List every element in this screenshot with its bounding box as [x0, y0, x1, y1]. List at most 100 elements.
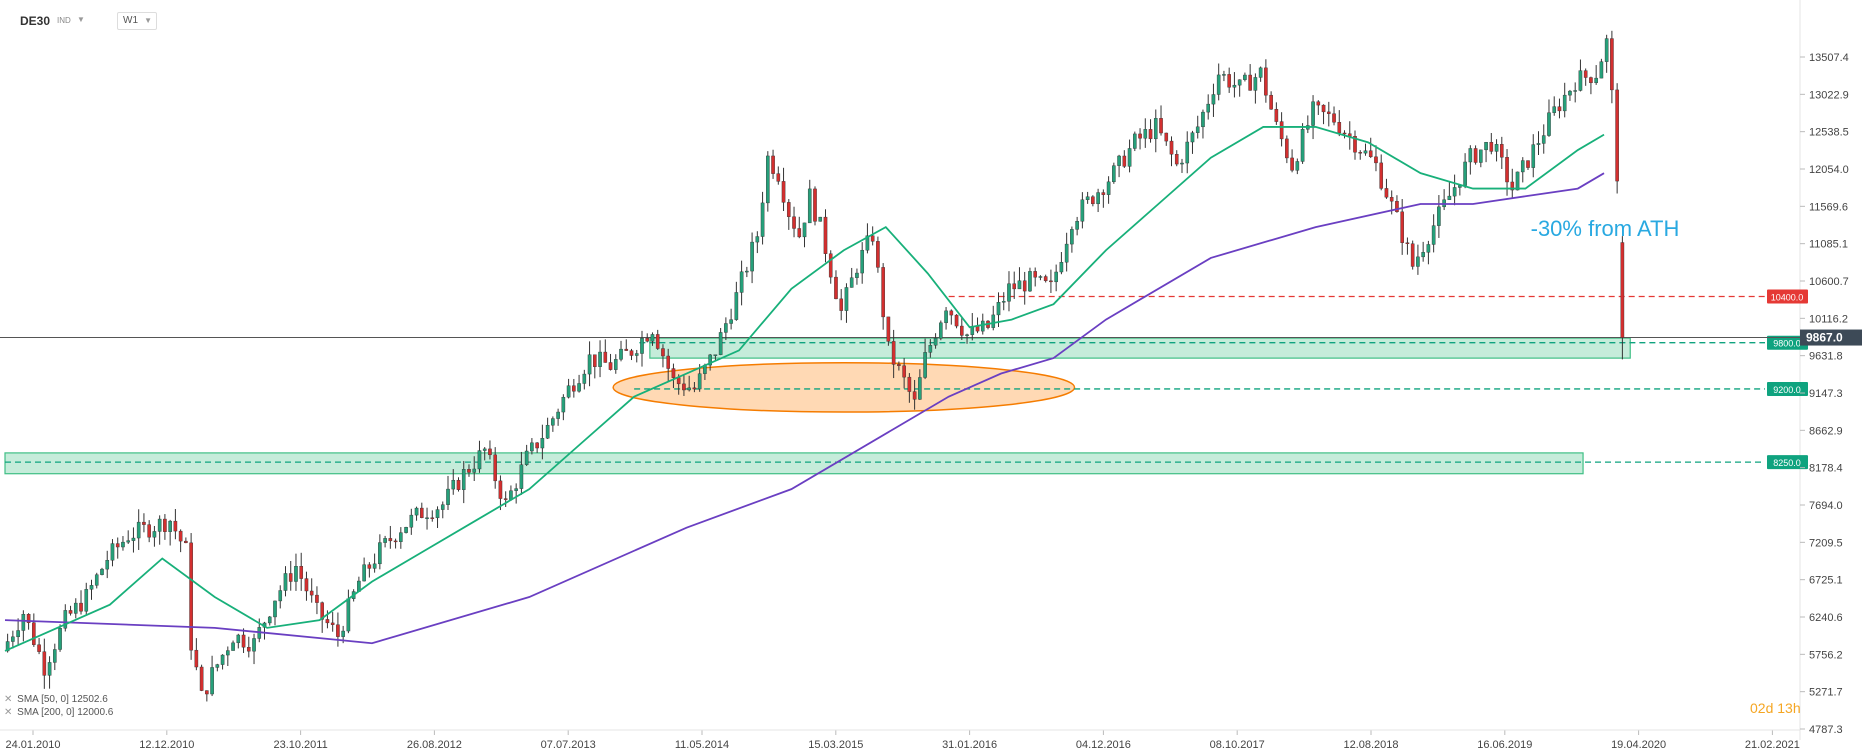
candle-body [587, 354, 592, 375]
candle-body [933, 337, 938, 346]
candle-body [1070, 229, 1074, 245]
candle-body [697, 373, 702, 390]
candle-body [168, 520, 172, 532]
sma200-line[interactable] [4, 172, 1605, 645]
candle-body [1243, 74, 1247, 80]
candle-body [1279, 121, 1284, 140]
candle-body [760, 202, 765, 237]
candle-body [58, 628, 62, 650]
candle-body [1222, 74, 1226, 76]
candle-body [1494, 144, 1499, 152]
candle-body [1479, 149, 1483, 163]
candle-body [645, 337, 650, 342]
candle-body [792, 216, 796, 229]
y-tick-label: 12054.0 [1809, 164, 1849, 176]
y-tick-label: 13507.4 [1809, 52, 1849, 64]
close-icon[interactable]: ✕ [4, 707, 13, 718]
candle-body [482, 448, 487, 451]
candle-body [886, 316, 891, 342]
candle-body [47, 662, 52, 676]
level-tag-text: 8250.0 [1773, 458, 1801, 468]
candle-body [1211, 94, 1216, 105]
candle-body [755, 236, 760, 243]
candle-body [152, 531, 157, 538]
candle-body [252, 638, 256, 652]
candle-body [897, 364, 901, 366]
candle-body [173, 520, 178, 532]
y-tick-label: 8178.4 [1809, 463, 1843, 475]
candle-body [1604, 38, 1609, 62]
candle-body [325, 619, 330, 624]
candle-body [1043, 276, 1048, 282]
candle-body [1326, 111, 1331, 114]
highlight-ellipse[interactable] [612, 361, 1076, 413]
candle-body [5, 641, 10, 652]
candle-body [451, 479, 456, 490]
candle-body [860, 249, 864, 274]
candle-body [346, 598, 351, 632]
candle-body [393, 540, 398, 543]
candle-body [330, 622, 335, 625]
sma50-line[interactable] [4, 126, 1605, 652]
y-tick-label: 12538.5 [1809, 127, 1849, 139]
candle-body [1573, 90, 1577, 92]
timeframe-select[interactable]: W1 ▼ [117, 12, 157, 30]
candle-body [178, 530, 183, 542]
candle-body [1583, 70, 1588, 78]
support-zone-1[interactable] [4, 452, 1584, 475]
candle-body [336, 624, 340, 637]
y-tick-label: 6240.6 [1809, 612, 1843, 624]
level-tag-text: 9200.0 [1773, 385, 1801, 395]
candle-body [1295, 161, 1300, 171]
x-tick-label: 12.12.2010 [139, 739, 194, 751]
close-icon[interactable]: ✕ [4, 694, 13, 705]
candle-body [996, 302, 1001, 316]
candle-body [1075, 221, 1079, 230]
candle-body [1017, 280, 1022, 290]
level-tag-9800.0 [1767, 335, 1808, 350]
candle-timer: 02d 13h [1750, 700, 1801, 716]
candle-body [954, 314, 959, 327]
support-zone-0[interactable] [649, 337, 1631, 359]
candle-body [870, 235, 875, 242]
candle-body [598, 351, 602, 367]
candle-body [1143, 129, 1148, 139]
candle-body [682, 383, 686, 391]
candle-body [1248, 74, 1252, 91]
candle-body [1269, 94, 1273, 110]
candle-body [488, 448, 492, 456]
symbol-label[interactable]: DE30 [20, 14, 51, 28]
candle-body [844, 287, 849, 311]
candle-body [776, 173, 781, 182]
candle-body [619, 348, 623, 360]
candle-body [1526, 160, 1530, 168]
x-tick-label: 26.08.2012 [407, 739, 462, 751]
sma200-legend[interactable]: ✕ SMA [200, 0] 12000.6 [4, 707, 113, 718]
chevron-down-icon[interactable]: ▼ [77, 15, 85, 24]
candle-body [902, 365, 906, 378]
candle-body [1258, 67, 1263, 78]
candle-body [797, 228, 802, 238]
candle-body [1316, 101, 1321, 106]
candle-body [1138, 133, 1142, 139]
candle-body [1389, 197, 1394, 202]
candle-body [383, 538, 387, 543]
candle-body [142, 521, 146, 525]
level-tag-10400.0 [1767, 289, 1808, 304]
candle-body [519, 464, 524, 489]
candle-body [1028, 271, 1032, 292]
candle-body [566, 385, 571, 398]
level-tag-9200.0 [1767, 381, 1808, 396]
candle-body [1405, 242, 1410, 244]
sma50-legend[interactable]: ✕ SMA [50, 0] 12502.6 [4, 694, 108, 705]
candle-body [1426, 244, 1431, 253]
candle-body [1274, 108, 1279, 122]
y-tick-label: 7209.5 [1809, 537, 1843, 549]
candle-body [561, 396, 566, 413]
candle-body [199, 666, 204, 691]
y-tick-label: 10600.7 [1809, 276, 1849, 288]
candle-body [1112, 165, 1116, 183]
candle-body [781, 181, 786, 203]
level-tag-8250.0 [1767, 455, 1808, 470]
